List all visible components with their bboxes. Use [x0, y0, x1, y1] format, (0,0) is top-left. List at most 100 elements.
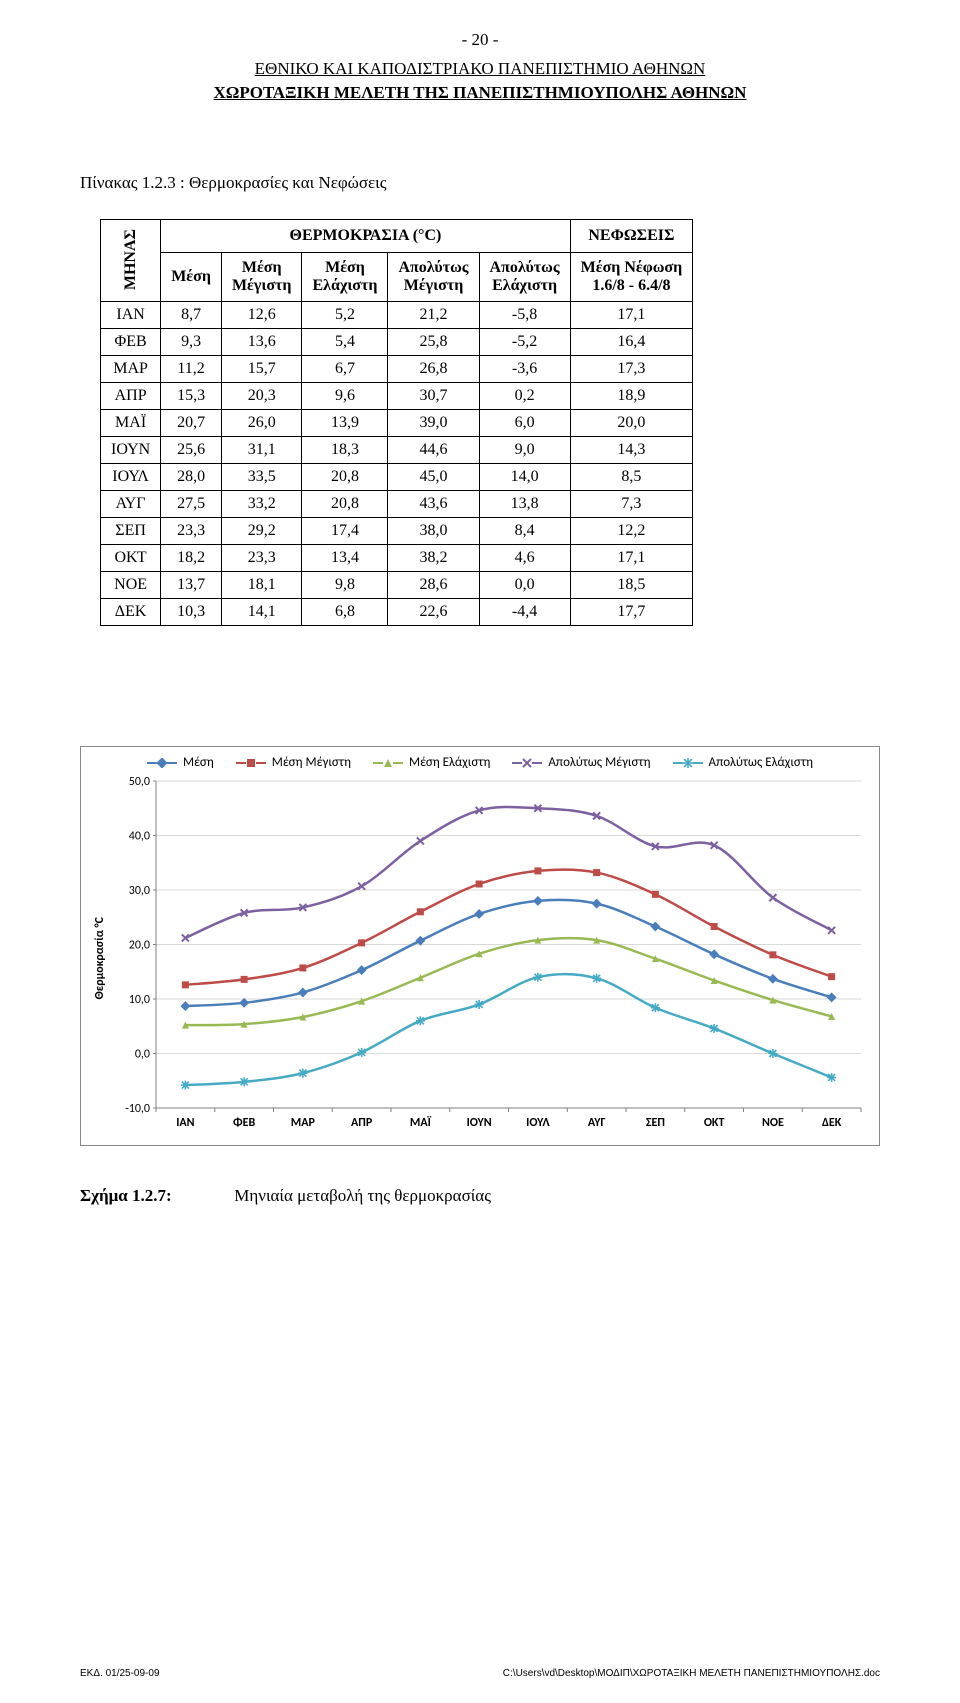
cell-value: 25,8	[388, 329, 479, 356]
cell-month: ΦΕΒ	[101, 329, 161, 356]
table-row: ΙΟΥΛ28,033,520,845,014,08,5	[101, 464, 693, 491]
svg-text:10,0: 10,0	[129, 993, 150, 1007]
svg-text:ΜΑΪ: ΜΑΪ	[410, 1116, 432, 1130]
cell-value: 6,7	[302, 356, 388, 383]
svg-text:30,0: 30,0	[129, 884, 150, 898]
cell-month: ΑΥΓ	[101, 491, 161, 518]
table-row: ΑΠΡ15,320,39,630,70,218,9	[101, 383, 693, 410]
cell-value: 39,0	[388, 410, 479, 437]
svg-text:0,0: 0,0	[135, 1048, 150, 1062]
cell-month: ΙΟΥΝ	[101, 437, 161, 464]
cell-value: 12,6	[221, 302, 302, 329]
cell-value: 15,7	[221, 356, 302, 383]
cell-value: 26,8	[388, 356, 479, 383]
cell-month: ΙΑΝ	[101, 302, 161, 329]
cell-value: -5,8	[479, 302, 570, 329]
cell-month: ΝΟΕ	[101, 572, 161, 599]
cell-value: 45,0	[388, 464, 479, 491]
svg-text:ΦΕΒ: ΦΕΒ	[233, 1116, 255, 1130]
svg-text:ΝΟΕ: ΝΟΕ	[762, 1116, 784, 1130]
cell-value: 0,2	[479, 383, 570, 410]
cell-value: 4,6	[479, 545, 570, 572]
column-header: Μέση Νέφωση1.6/8 - 6.4/8	[570, 253, 693, 302]
legend-item: Μέση	[147, 755, 214, 770]
svg-text:ΟΚΤ: ΟΚΤ	[704, 1116, 725, 1130]
svg-text:ΔΕΚ: ΔΕΚ	[822, 1116, 842, 1130]
cell-value: 33,2	[221, 491, 302, 518]
cell-value: 20,3	[221, 383, 302, 410]
temperature-table: ΜΗΝΑΣ ΘΕΡΜΟΚΡΑΣΙΑ (°C) ΝΕΦΩΣΕΙΣ ΜέσηΜέση…	[100, 219, 693, 626]
cell-value: 8,5	[570, 464, 693, 491]
cell-value: 21,2	[388, 302, 479, 329]
table-row: ΜΑΡ11,215,76,726,8-3,617,3	[101, 356, 693, 383]
table-row: ΜΑΪ20,726,013,939,06,020,0	[101, 410, 693, 437]
cell-month: ΜΑΪ	[101, 410, 161, 437]
cell-value: 13,6	[221, 329, 302, 356]
cell-value: 20,7	[161, 410, 222, 437]
cell-value: 13,8	[479, 491, 570, 518]
svg-text:ΙΟΥΛ: ΙΟΥΛ	[526, 1116, 550, 1130]
cell-value: 8,4	[479, 518, 570, 545]
header-line-1: ΕΘΝΙΚΟ ΚΑΙ ΚΑΠΟΔΙΣΤΡΙΑΚΟ ΠΑΝΕΠΙΣΤΗΜΙΟ ΑΘ…	[80, 58, 880, 81]
cell-value: 7,3	[570, 491, 693, 518]
cell-value: 28,6	[388, 572, 479, 599]
cell-value: 20,0	[570, 410, 693, 437]
cell-value: 18,2	[161, 545, 222, 572]
cell-value: 16,4	[570, 329, 693, 356]
page-number: - 20 -	[80, 30, 880, 50]
cell-value: 13,7	[161, 572, 222, 599]
cell-value: -5,2	[479, 329, 570, 356]
cell-value: 20,8	[302, 491, 388, 518]
cell-value: 17,3	[570, 356, 693, 383]
document-page: - 20 - ΕΘΝΙΚΟ ΚΑΙ ΚΑΠΟΔΙΣΤΡΙΑΚΟ ΠΑΝΕΠΙΣΤ…	[0, 0, 960, 1703]
table-row: ΦΕΒ9,313,65,425,8-5,216,4	[101, 329, 693, 356]
cell-value: 10,3	[161, 599, 222, 626]
cell-value: 17,1	[570, 545, 693, 572]
table-row: ΔΕΚ10,314,16,822,6-4,417,7	[101, 599, 693, 626]
cell-value: 44,6	[388, 437, 479, 464]
cell-value: 22,6	[388, 599, 479, 626]
svg-text:ΜΑΡ: ΜΑΡ	[291, 1116, 316, 1130]
cell-value: 11,2	[161, 356, 222, 383]
cell-value: 43,6	[388, 491, 479, 518]
cell-month: ΜΑΡ	[101, 356, 161, 383]
table-row: ΣΕΠ23,329,217,438,08,412,2	[101, 518, 693, 545]
cell-month: ΟΚΤ	[101, 545, 161, 572]
svg-text:ΑΥΓ: ΑΥΓ	[588, 1116, 606, 1130]
table-row: ΑΥΓ27,533,220,843,613,87,3	[101, 491, 693, 518]
cell-value: -3,6	[479, 356, 570, 383]
cell-month: ΑΠΡ	[101, 383, 161, 410]
cell-value: 14,0	[479, 464, 570, 491]
cell-value: 13,9	[302, 410, 388, 437]
cell-value: 23,3	[161, 518, 222, 545]
svg-text:50,0: 50,0	[129, 776, 150, 789]
cell-value: 18,9	[570, 383, 693, 410]
svg-text:20,0: 20,0	[129, 939, 150, 953]
cell-value: 9,0	[479, 437, 570, 464]
cell-value: 15,3	[161, 383, 222, 410]
cell-value: 29,2	[221, 518, 302, 545]
header-line-2: ΧΩΡΟΤΑΞΙΚΗ ΜΕΛΕΤΗ ΤΗΣ ΠΑΝΕΠΙΣΤΗΜΙΟΥΠΟΛΗΣ…	[80, 83, 880, 103]
svg-text:ΑΠΡ: ΑΠΡ	[351, 1116, 373, 1130]
cell-month: ΔΕΚ	[101, 599, 161, 626]
cell-value: 20,8	[302, 464, 388, 491]
cell-value: 13,4	[302, 545, 388, 572]
table-caption: Πίνακας 1.2.3 : Θερμοκρασίες και Νεφώσει…	[80, 173, 880, 193]
table-row: ΝΟΕ13,718,19,828,60,018,5	[101, 572, 693, 599]
column-header: ΜέσηΜέγιστη	[221, 253, 302, 302]
cell-month: ΙΟΥΛ	[101, 464, 161, 491]
legend-item: Μέση Ελάχιστη	[373, 755, 490, 770]
cell-value: 38,2	[388, 545, 479, 572]
cell-value: 9,3	[161, 329, 222, 356]
chart-svg: -10,00,010,020,030,040,050,0ΙΑΝΦΕΒΜΑΡΑΠΡ…	[111, 776, 871, 1136]
column-header: ΜέσηΕλάχιστη	[302, 253, 388, 302]
temperature-chart: ΜέσηΜέση ΜέγιστηΜέση ΕλάχιστηΑπολύτως Μέ…	[80, 746, 880, 1146]
cell-value: 14,3	[570, 437, 693, 464]
cell-value: 18,1	[221, 572, 302, 599]
figure-caption-label: Σχήμα 1.2.7:	[80, 1186, 230, 1206]
cell-value: 6,8	[302, 599, 388, 626]
cell-value: 18,5	[570, 572, 693, 599]
figure-caption: Σχήμα 1.2.7: Μηνιαία μεταβολή της θερμοκ…	[80, 1186, 880, 1206]
svg-text:ΙΑΝ: ΙΑΝ	[176, 1116, 194, 1130]
col-group-temperature: ΘΕΡΜΟΚΡΑΣΙΑ (°C)	[161, 219, 570, 252]
